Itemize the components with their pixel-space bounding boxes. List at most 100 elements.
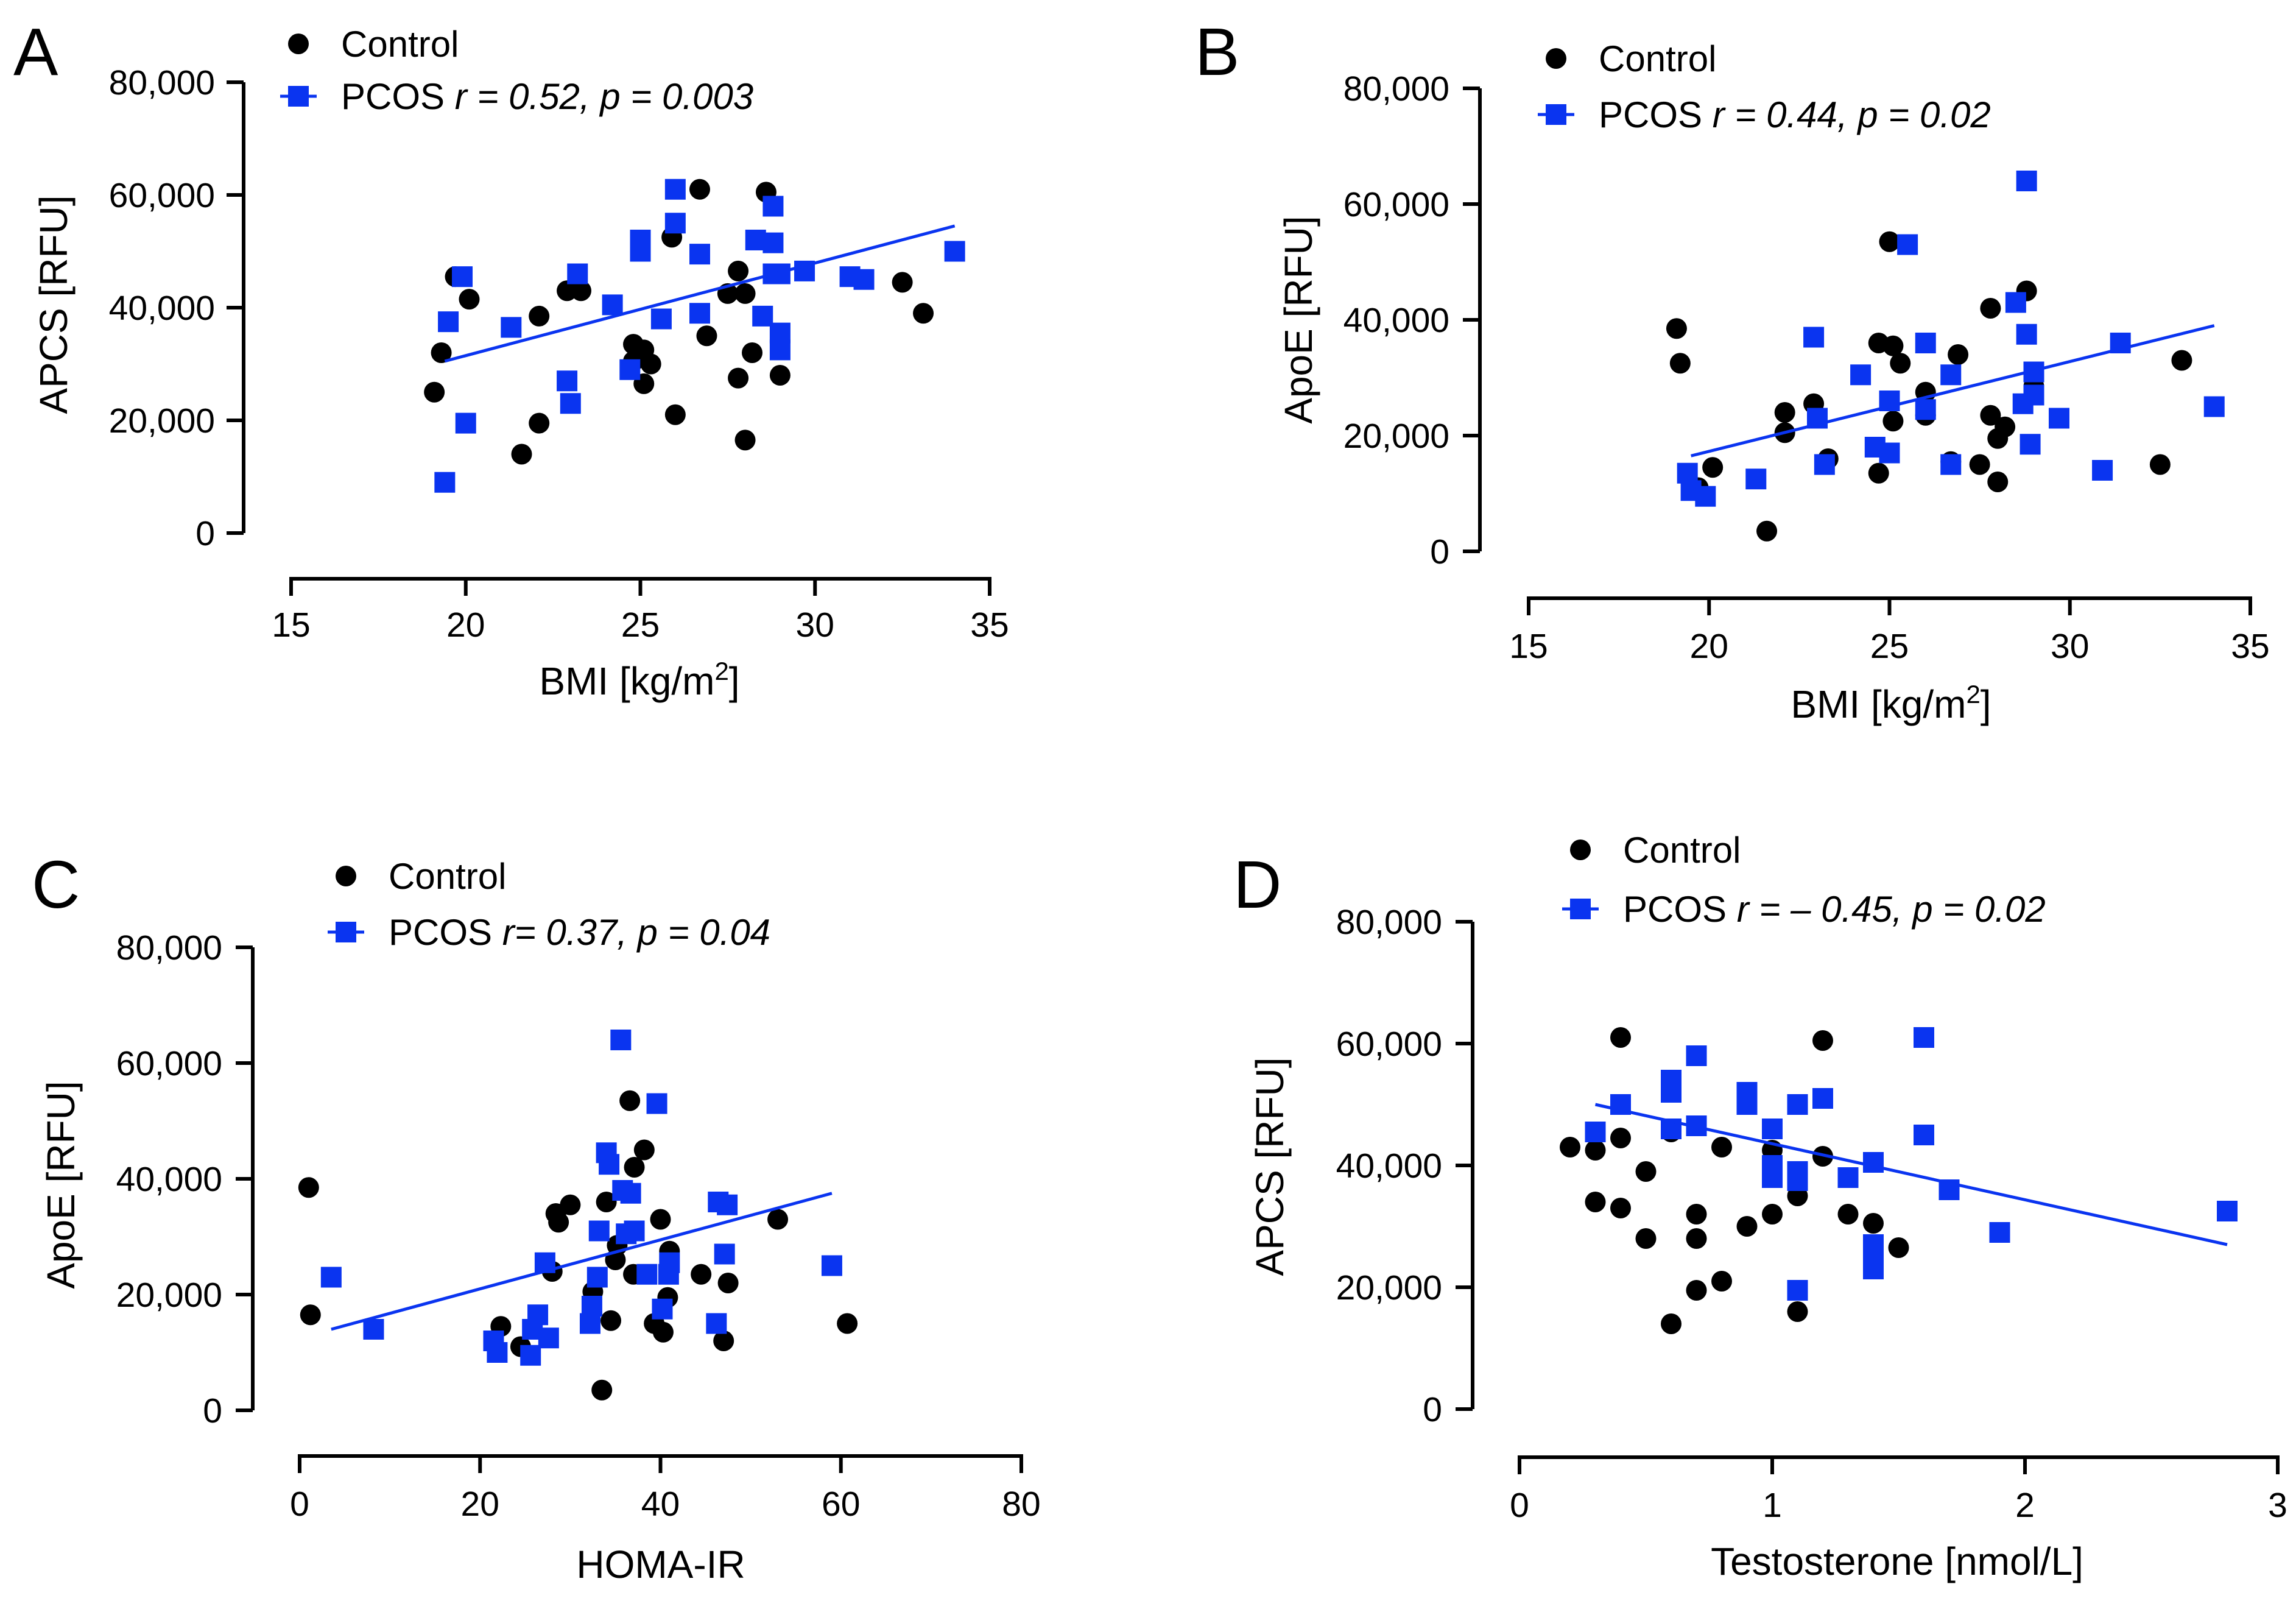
y-tick-label: 0	[1430, 532, 1449, 571]
pcos-point	[2023, 384, 2044, 406]
pcos-point	[1814, 454, 1835, 475]
pcos-fit-line	[1594, 1103, 2228, 1246]
pcos-point	[1686, 1045, 1707, 1066]
y-tick-label: 0	[203, 1391, 222, 1430]
control-point	[734, 283, 756, 304]
pcos-point	[619, 359, 641, 380]
pcos-point	[630, 241, 651, 262]
control-point	[1762, 1204, 1783, 1225]
control-point	[1787, 1301, 1808, 1322]
panel-letter: C	[32, 847, 80, 922]
pcos-point	[659, 1252, 680, 1273]
control-point	[1995, 416, 2016, 437]
control-point	[560, 1194, 581, 1215]
pcos-point	[1803, 327, 1825, 348]
x-tick-label: 2	[2015, 1486, 2035, 1525]
legend: Control PCOS r= 0.37, p = 0.04	[328, 856, 770, 953]
pcos-point	[2005, 292, 2026, 313]
pcos-point	[762, 232, 784, 253]
control-point	[717, 1273, 739, 1293]
control-point	[596, 1192, 617, 1212]
pcos-point	[1915, 333, 1936, 353]
legend-pcos-marker	[1570, 899, 1591, 919]
x-tick-label: 20	[461, 1485, 499, 1524]
pcos-point	[1787, 1280, 1808, 1301]
panel-d: D 0 20,000 40,000 60,000 80,000 0 1 2 3 Testostero…	[1233, 830, 2287, 1583]
y-axis-title: APCS [RFU]	[1248, 1057, 1292, 1276]
series-control	[1666, 231, 2192, 542]
y-tick-label: 20,000	[1343, 417, 1449, 456]
control-point	[529, 412, 550, 434]
control-point	[1969, 454, 1990, 475]
series-control	[298, 1090, 858, 1401]
control-point	[1879, 231, 1900, 252]
control-point	[1980, 405, 2001, 426]
pcos-point	[2016, 323, 2037, 345]
pcos-point	[602, 294, 623, 316]
control-point	[2149, 454, 2171, 475]
pcos-point	[752, 305, 773, 327]
pcos-fit-line	[331, 1192, 833, 1331]
control-point	[742, 342, 763, 363]
control-point	[424, 381, 445, 403]
control-point	[837, 1313, 858, 1334]
x-tick-label: 20	[1690, 627, 1728, 666]
pcos-point	[2020, 434, 2041, 455]
legend-control-label: Control	[1623, 830, 1741, 871]
control-point	[1948, 344, 1969, 365]
control-point	[767, 1209, 789, 1230]
control-point	[769, 365, 791, 386]
legend: Control PCOS r = 0.52, p = 0.003	[280, 24, 753, 117]
pcos-point	[944, 241, 965, 262]
pcos-point	[1762, 1119, 1783, 1139]
control-point	[1702, 457, 1724, 478]
pcos-point	[1914, 1125, 1934, 1145]
legend-pcos-name: PCOS	[1623, 889, 1737, 930]
y-tick-label: 80,000	[1343, 69, 1449, 108]
y-tick-label: 20,000	[109, 401, 215, 440]
y-tick-label: 60,000	[1336, 1025, 1442, 1064]
y-tick-label: 80,000	[1336, 903, 1442, 942]
pcos-point	[689, 244, 710, 265]
control-point	[1736, 1216, 1758, 1237]
control-point	[650, 1209, 671, 1230]
y-axis-title: ApoE [RFU]	[39, 1081, 83, 1288]
x-tick-label: 15	[272, 606, 310, 645]
pcos-point	[2016, 171, 2037, 191]
pcos-point	[821, 1255, 842, 1276]
legend-stat-text: r = 0.52, p = 0.003	[455, 76, 753, 117]
x-axis-title-text: HOMA-IR	[576, 1543, 745, 1586]
control-point	[2171, 350, 2192, 371]
control-point	[633, 1139, 655, 1161]
control-point	[1585, 1140, 1606, 1161]
pcos-point	[363, 1319, 384, 1340]
control-point	[1635, 1228, 1657, 1249]
x-tick-label: 20	[446, 606, 485, 645]
control-point	[691, 1263, 712, 1285]
pcos-point	[599, 1154, 620, 1175]
control-point	[1711, 1137, 1732, 1157]
panel-letter: B	[1195, 15, 1239, 90]
pcos-fit-line	[1691, 324, 2215, 458]
pcos-point	[1940, 364, 1962, 386]
control-point	[1669, 353, 1691, 374]
series-pcos	[320, 1030, 842, 1366]
control-point	[1686, 1204, 1707, 1225]
control-point	[913, 303, 934, 324]
pcos-point	[689, 303, 710, 324]
pcos-point	[588, 1220, 610, 1242]
legend-pcos-label: PCOS r= 0.37, p = 0.04	[389, 912, 770, 953]
y-tick-label: 0	[195, 514, 215, 553]
control-point	[1610, 1128, 1631, 1148]
pcos-point	[538, 1327, 559, 1349]
y-tick-label: 40,000	[1336, 1147, 1442, 1186]
pcos-point	[1787, 1094, 1808, 1115]
legend: Control PCOS r = – 0.45, p = 0.02	[1562, 830, 2046, 930]
legend-control-marker	[1570, 839, 1591, 860]
control-point	[1686, 1228, 1707, 1249]
legend-pcos-name: PCOS	[341, 76, 455, 117]
control-point	[640, 353, 661, 375]
panel-letter: A	[13, 15, 58, 90]
pcos-point	[1812, 1088, 1833, 1109]
x-tick-label: 3	[2268, 1486, 2287, 1525]
